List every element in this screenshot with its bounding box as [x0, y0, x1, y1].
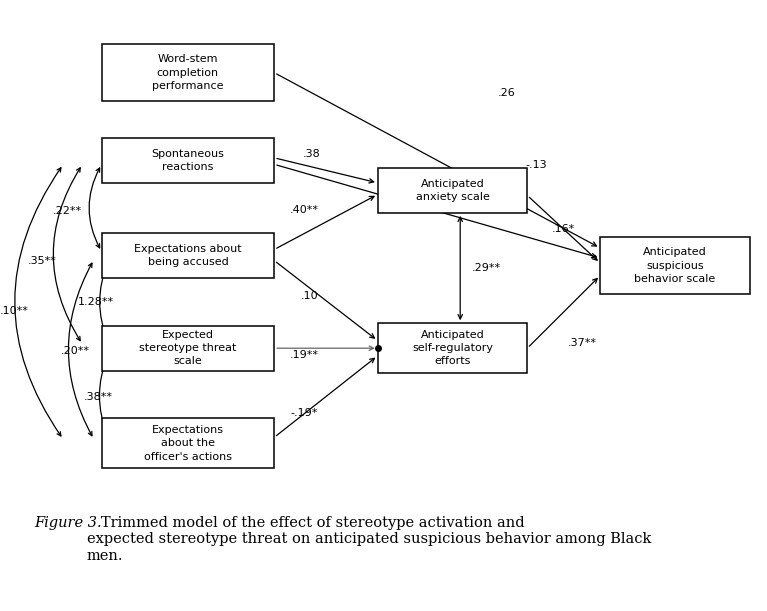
- FancyBboxPatch shape: [377, 168, 528, 213]
- Text: Trimmed model of the effect of stereotype activation and
expected stereotype thr: Trimmed model of the effect of stereotyp…: [87, 516, 651, 563]
- Text: .37**: .37**: [568, 338, 597, 348]
- Text: Expectations about
being accused: Expectations about being accused: [134, 244, 242, 267]
- Text: .22**: .22**: [53, 207, 82, 216]
- Text: Expected
stereotype threat
scale: Expected stereotype threat scale: [140, 330, 236, 367]
- Text: .16*: .16*: [552, 224, 575, 234]
- FancyBboxPatch shape: [101, 44, 275, 101]
- FancyBboxPatch shape: [101, 419, 275, 469]
- FancyBboxPatch shape: [101, 233, 275, 278]
- Text: Figure 3.: Figure 3.: [35, 516, 102, 530]
- FancyBboxPatch shape: [101, 326, 275, 371]
- Text: -.19*: -.19*: [291, 408, 318, 419]
- Text: .40**: .40**: [289, 205, 318, 216]
- Text: 1.28**: 1.28**: [77, 296, 114, 307]
- Text: Word-stem
completion
performance: Word-stem completion performance: [152, 54, 224, 91]
- Text: .26: .26: [497, 88, 515, 98]
- Text: Anticipated
anxiety scale: Anticipated anxiety scale: [416, 179, 489, 202]
- Text: Expectations
about the
officer's actions: Expectations about the officer's actions: [144, 425, 232, 461]
- Text: Spontaneous
reactions: Spontaneous reactions: [151, 148, 225, 172]
- Text: .10**: .10**: [0, 306, 28, 316]
- Text: Anticipated
suspicious
behavior scale: Anticipated suspicious behavior scale: [634, 247, 716, 284]
- Text: .38: .38: [303, 149, 321, 159]
- Text: .20**: .20**: [61, 346, 90, 356]
- Text: .10: .10: [301, 291, 318, 301]
- FancyBboxPatch shape: [600, 236, 750, 295]
- Text: .35**: .35**: [28, 255, 57, 266]
- Text: .29**: .29**: [472, 263, 501, 273]
- Text: -.13: -.13: [525, 160, 547, 170]
- Text: .38**: .38**: [84, 392, 113, 402]
- Text: Anticipated
self-regulatory
efforts: Anticipated self-regulatory efforts: [412, 330, 493, 367]
- Text: .19**: .19**: [289, 350, 318, 360]
- FancyBboxPatch shape: [101, 138, 275, 183]
- FancyBboxPatch shape: [377, 323, 528, 373]
